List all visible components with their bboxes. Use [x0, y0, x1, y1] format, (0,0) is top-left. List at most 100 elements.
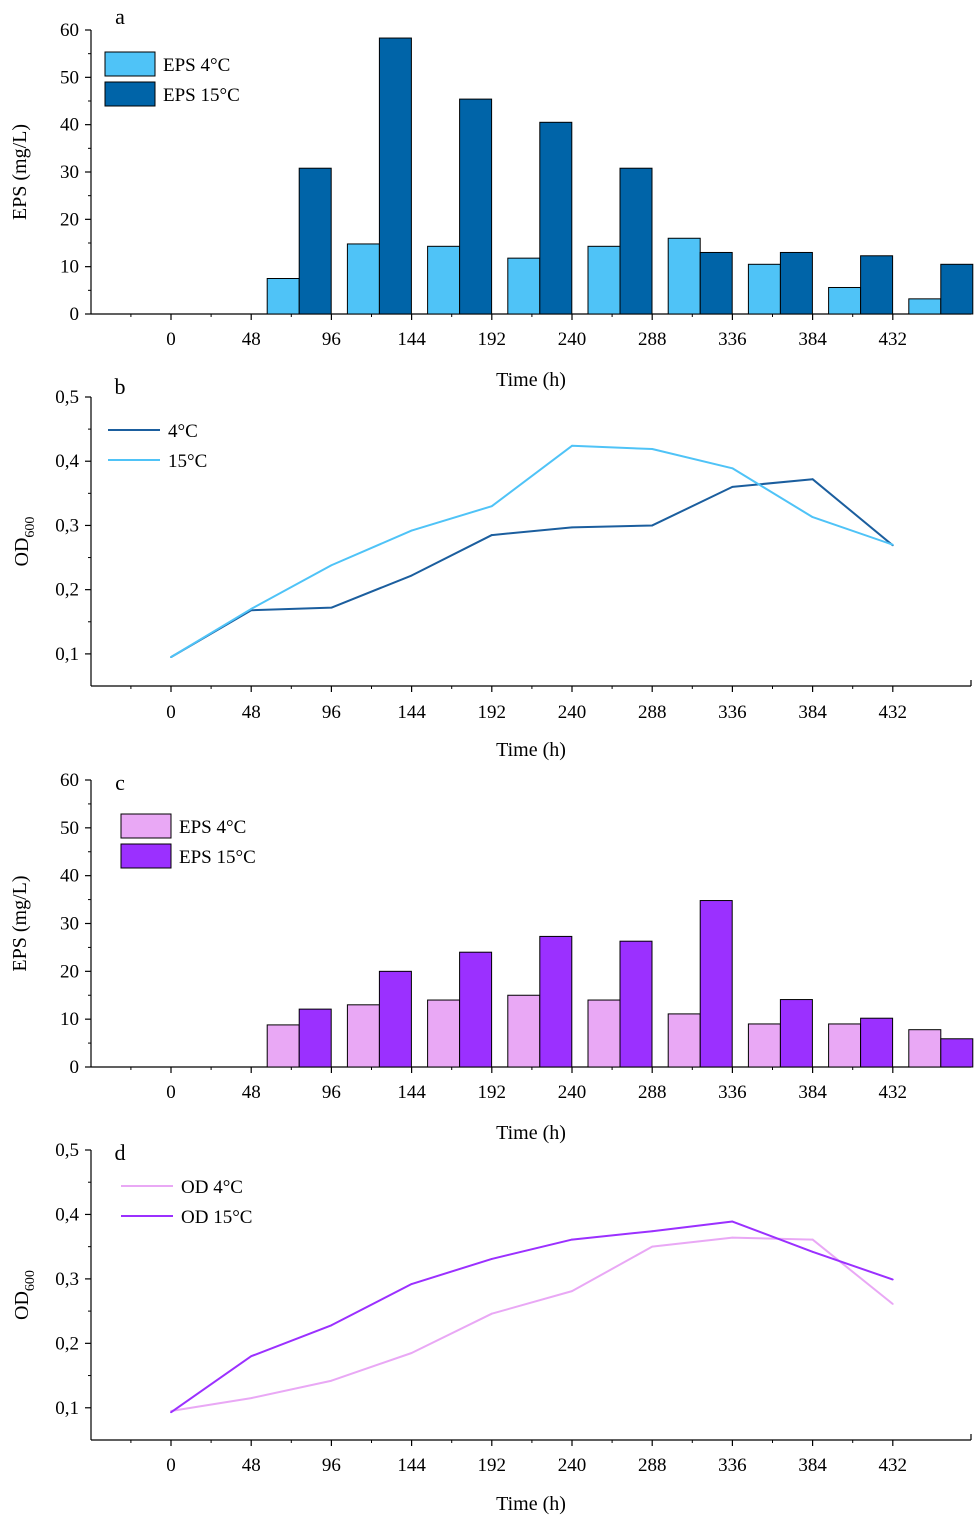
bar — [667, 1013, 701, 1068]
legend-label: 4°C — [168, 421, 198, 442]
x-tick-label: 336 — [718, 702, 747, 723]
bar — [828, 286, 862, 315]
data-point — [250, 1397, 253, 1400]
x-tick-label: 48 — [242, 1455, 261, 1476]
data-point — [410, 574, 413, 577]
legend-swatch — [104, 51, 156, 77]
panel-letter: d — [115, 1140, 126, 1165]
x-tick-label: 432 — [879, 702, 908, 723]
legend: EPS 4°C EPS 15°C — [120, 813, 256, 869]
y-tick-label: 10 — [60, 1009, 79, 1030]
data-point — [410, 1283, 413, 1285]
data-point — [731, 467, 734, 470]
y-tick-label: 40 — [60, 866, 79, 887]
x-tick-label: 0 — [166, 1082, 176, 1103]
y-tick-label: 0,5 — [55, 1140, 79, 1161]
x-tick-label: 384 — [798, 702, 827, 723]
y-axis-title-subscript: 600 — [23, 1270, 38, 1291]
data-point — [891, 1278, 894, 1281]
panel-letter: b — [115, 374, 126, 399]
data-point — [651, 1245, 654, 1248]
x-tick-label: 192 — [478, 329, 507, 350]
y-tick-label: 30 — [60, 914, 79, 935]
x-axis-title: Time (h) — [496, 1122, 566, 1144]
data-point — [170, 1411, 172, 1414]
bar — [779, 999, 813, 1068]
bar — [747, 263, 781, 315]
y-axis-title: EPS (mg/L) — [9, 875, 31, 971]
legend-label: 15°C — [168, 451, 207, 472]
legend: EPS 4°C EPS 15°C — [104, 51, 240, 107]
data-point — [811, 478, 814, 481]
x-tick-label: 96 — [322, 702, 341, 723]
bar — [699, 900, 733, 1068]
bar — [699, 251, 733, 315]
bar — [539, 935, 573, 1068]
data-point — [170, 656, 172, 658]
data-point — [571, 444, 573, 447]
bar — [427, 999, 461, 1068]
data-point — [330, 606, 333, 609]
x-tick-label: 144 — [397, 1455, 426, 1476]
x-tick-label: 336 — [718, 1455, 747, 1476]
bar — [619, 167, 653, 315]
x-tick-label: 144 — [397, 702, 426, 723]
data-point — [651, 524, 654, 527]
legend-swatch — [104, 81, 156, 107]
x-tick-label: 288 — [638, 329, 667, 350]
panel-c: 0 10 20 30 40 50 60 0 48 96 144 192 240 288 336 384 432 T… — [9, 770, 974, 1144]
legend-label: EPS 15°C — [179, 847, 256, 868]
data-point — [571, 526, 573, 529]
data-point — [811, 516, 814, 518]
data-point — [410, 1352, 413, 1354]
legend-label: OD 15°C — [181, 1207, 252, 1228]
bar — [828, 1023, 862, 1068]
x-axis-title: Time (h) — [496, 1493, 566, 1515]
bar — [427, 245, 461, 315]
x-axis-title: Time (h) — [496, 369, 566, 391]
x-tick-label: 336 — [718, 329, 747, 350]
x-tick-label: 288 — [638, 702, 667, 723]
y-tick-label: 10 — [60, 257, 79, 278]
y-tick-label: 0,3 — [55, 515, 79, 536]
series-line — [170, 478, 894, 658]
data-point — [330, 1379, 333, 1382]
data-point — [571, 1238, 573, 1241]
x-tick-label: 240 — [558, 1082, 587, 1103]
data-point — [811, 1238, 814, 1241]
x-axis-title: Time (h) — [496, 739, 566, 761]
series-line — [170, 1220, 894, 1414]
x-tick-label: 96 — [322, 1082, 341, 1103]
panel-letter: a — [115, 4, 125, 29]
data-point — [731, 486, 734, 488]
y-axis-title: OD600 — [11, 517, 38, 567]
data-point — [891, 1303, 894, 1305]
series-line — [170, 1236, 894, 1412]
bar — [940, 263, 974, 315]
bar-series — [266, 994, 942, 1068]
bar — [539, 121, 573, 315]
y-axis-title-main: OD — [11, 1291, 33, 1320]
x-tick-label: 96 — [322, 329, 341, 350]
bar-series — [266, 237, 942, 315]
data-point — [651, 448, 654, 450]
x-tick-label: 384 — [798, 329, 827, 350]
data-point — [731, 1220, 734, 1223]
x-tick-label: 384 — [798, 1082, 827, 1103]
x-tick-label: 384 — [798, 1455, 827, 1476]
x-tick-label: 0 — [166, 702, 176, 723]
data-point — [330, 564, 333, 567]
legend-label: EPS 15°C — [163, 85, 240, 106]
bar — [507, 257, 541, 315]
panel-b: 0,1 0,2 0,3 0,4 0,5 0 48 96 144 192 240 288 336 384 43… — [11, 374, 972, 761]
data-point — [490, 1312, 493, 1315]
bar — [619, 940, 653, 1068]
bar — [459, 951, 493, 1068]
y-tick-label: 0,2 — [55, 1333, 79, 1354]
data-point — [490, 1258, 493, 1260]
y-tick-label: 20 — [60, 961, 79, 982]
bar — [587, 245, 621, 315]
data-point — [250, 608, 253, 610]
bar-series — [298, 900, 974, 1068]
